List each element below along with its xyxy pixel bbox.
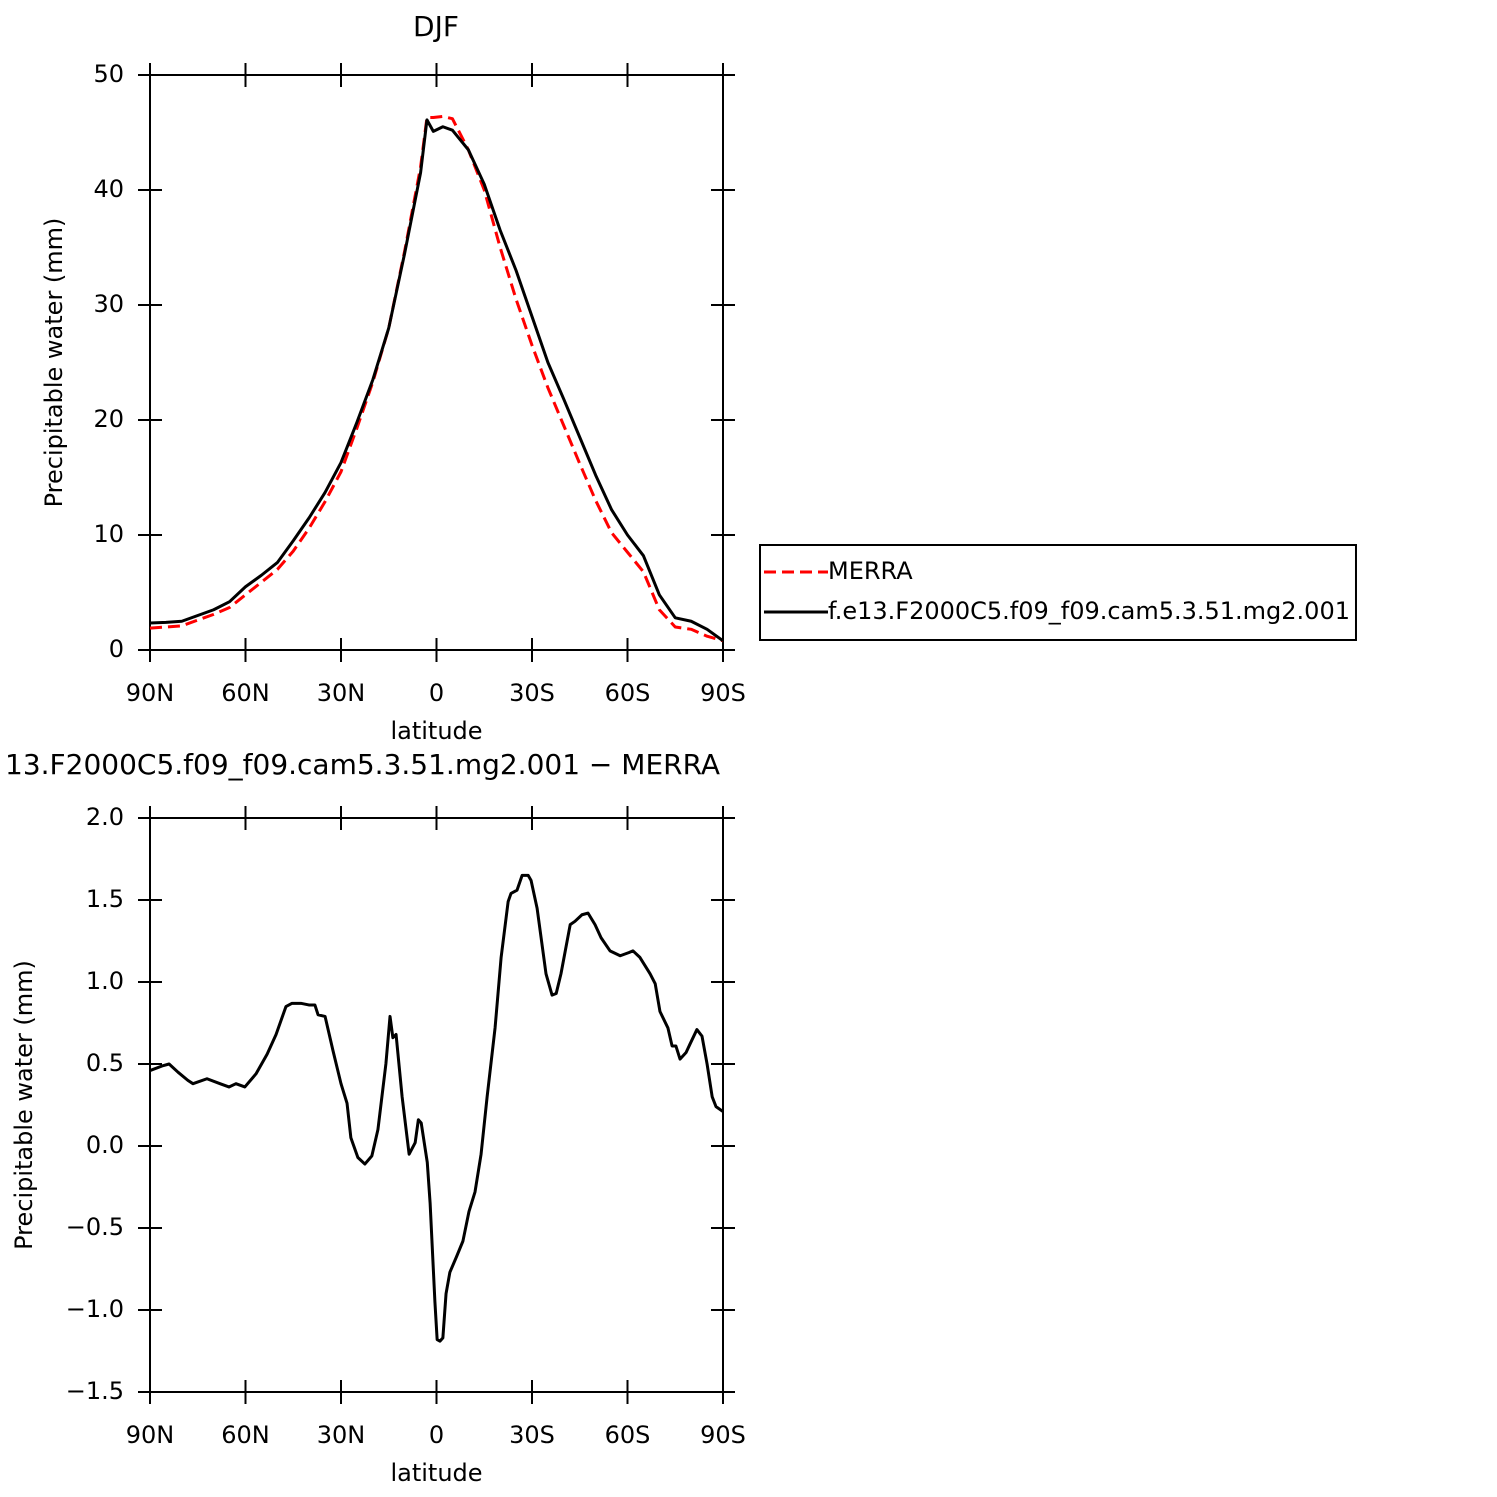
- x-tick-label: 0: [429, 1421, 444, 1449]
- x-tick-label: 90S: [700, 1421, 746, 1449]
- y-tick-label: 10: [93, 520, 124, 548]
- series-line: [149, 114, 724, 643]
- y-tick-label: 50: [93, 60, 124, 88]
- y-tick-label: 2.0: [86, 803, 124, 831]
- x-tick-label: 90S: [700, 679, 746, 707]
- legend-label: f.e13.F2000C5.f09_f09.cam5.3.51.mg2.001: [828, 597, 1350, 625]
- y-tick-label: 0.0: [86, 1131, 124, 1159]
- x-tick-label: 60N: [221, 1421, 270, 1449]
- y-tick-label: 1.0: [86, 967, 124, 995]
- y-tick-label: 0.5: [86, 1049, 124, 1077]
- x-axis-label: latitude: [390, 1459, 482, 1487]
- series-line: [149, 873, 724, 1343]
- x-tick-label: 30S: [509, 1421, 555, 1449]
- x-tick-label: 60S: [605, 1421, 651, 1449]
- y-tick-label: 0: [109, 635, 124, 663]
- chart-title: 13.F2000C5.f09_f09.cam5.3.51.mg2.001 − M…: [5, 748, 720, 781]
- x-tick-label: 30N: [317, 1421, 366, 1449]
- legend-box: [759, 544, 1357, 641]
- x-axis-label: latitude: [390, 717, 482, 745]
- legend: MERRA f.e13.F2000C5.f09_f09.cam5.3.51.mg2…: [759, 544, 1357, 641]
- legend-label: MERRA: [828, 557, 913, 585]
- x-tick-label: 60S: [605, 679, 651, 707]
- y-axis-label: Precipitable water (mm): [40, 218, 68, 508]
- y-tick-label: 1.5: [86, 885, 124, 913]
- x-tick-label: 90N: [126, 1421, 175, 1449]
- y-tick-label: 30: [93, 290, 124, 318]
- x-tick-label: 0: [429, 679, 444, 707]
- y-tick-label: −1.5: [66, 1377, 124, 1405]
- y-tick-label: 20: [93, 405, 124, 433]
- x-tick-label: 60N: [221, 679, 270, 707]
- x-tick-label: 90N: [126, 679, 175, 707]
- x-tick-label: 30N: [317, 679, 366, 707]
- y-tick-label: −0.5: [66, 1213, 124, 1241]
- y-axis-label: Precipitable water (mm): [10, 960, 38, 1250]
- y-tick-label: −1.0: [66, 1295, 124, 1323]
- series-line: [149, 118, 724, 643]
- x-tick-label: 30S: [509, 679, 555, 707]
- chart-title: DJF: [413, 10, 459, 43]
- y-tick-label: 40: [93, 175, 124, 203]
